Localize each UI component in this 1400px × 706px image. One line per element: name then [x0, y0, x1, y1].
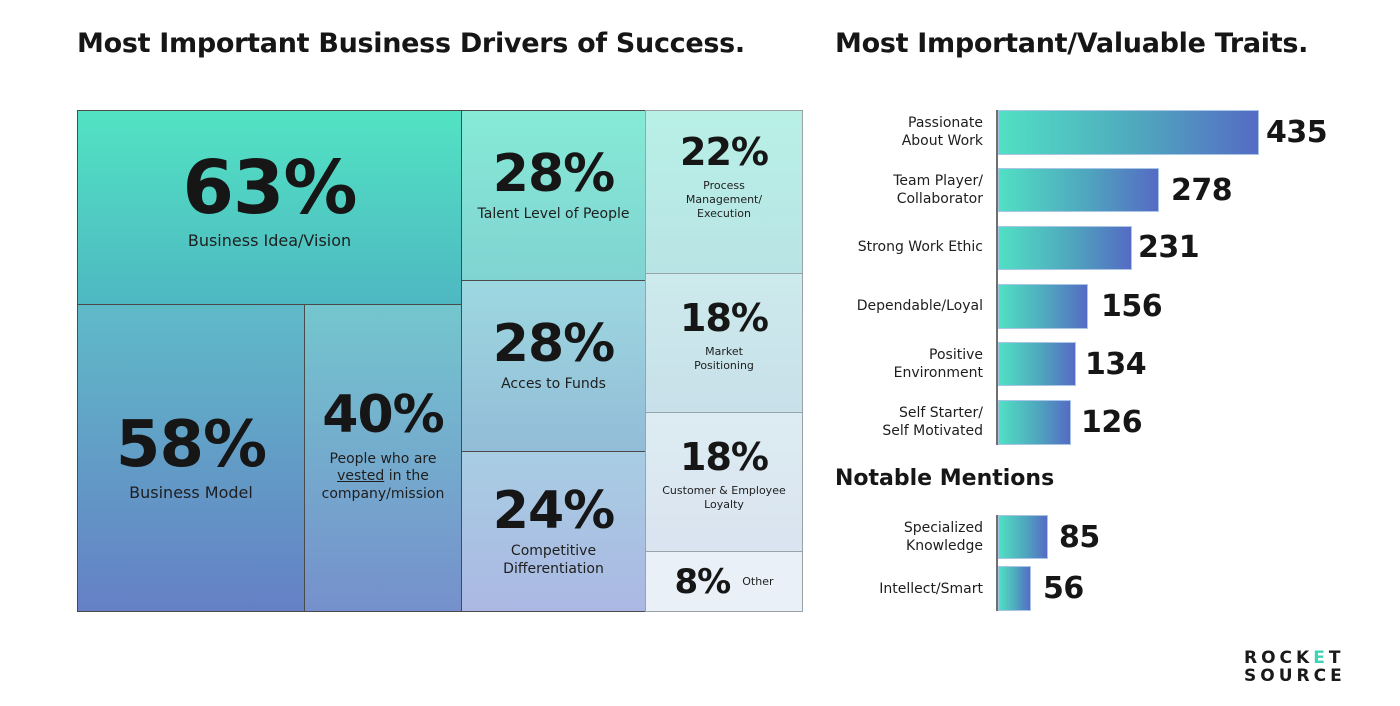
bar-label: Specialized Knowledge	[903, 520, 983, 554]
bar-label: Strong Work Ethic	[857, 239, 983, 255]
bar-value: 56	[1043, 571, 1084, 606]
bar-label: Intellect/Smart	[879, 581, 983, 597]
drivers-treemap: 63% Business Idea/Vision 58% Business Mo…	[77, 110, 803, 612]
bar-value: 435	[1266, 115, 1328, 150]
bar-label: Passionate About Work	[901, 115, 983, 149]
cell-value: 63%	[182, 144, 357, 231]
cell-label: Process Management/ Execution	[685, 179, 763, 220]
bar-value: 85	[1059, 520, 1100, 555]
bar-passionate	[998, 110, 1259, 155]
cell-value: 8%	[674, 561, 732, 602]
cell-label: Talent Level of People	[477, 205, 630, 222]
bar-positive-environment	[998, 342, 1076, 386]
notable-axis	[996, 515, 998, 611]
cell-label: Acces to Funds	[501, 376, 606, 393]
cell-people-vested: 40% People who are vested in the company…	[304, 304, 462, 612]
cell-value: 28%	[492, 143, 615, 204]
cell-business-idea: 63% Business Idea/Vision	[77, 110, 462, 305]
bar-value: 278	[1171, 173, 1233, 208]
bar-label: Team Player/Collaborator	[893, 173, 983, 207]
bar-label: Positive Environment	[893, 347, 983, 381]
cell-talent-level: 28% Talent Level of People	[461, 110, 646, 281]
cell-market-positioning: 18% Market Positioning	[645, 273, 803, 413]
bar-work-ethic	[998, 226, 1132, 270]
cell-value: 22%	[680, 130, 769, 175]
cell-label: Competitive Differentiation	[503, 543, 604, 577]
cell-value: 24%	[492, 481, 615, 541]
cell-business-model: 58% Business Model	[77, 304, 305, 612]
cell-value: 58%	[115, 408, 267, 482]
cell-competitive-differentiation: 24% Competitive Differentiation	[461, 451, 646, 612]
bar-axis	[996, 110, 998, 445]
cell-label: Other	[742, 574, 774, 588]
bar-chart-title: Most Important/Valuable Traits.	[835, 28, 1309, 59]
notable-mentions-title: Notable Mentions	[835, 466, 1055, 491]
bar-self-starter	[998, 400, 1071, 445]
cell-value: 28%	[492, 314, 615, 375]
bar-value: 126	[1081, 405, 1143, 440]
bar-label: Self Starter/Self Motivated	[882, 405, 983, 439]
cell-label: Business Idea/Vision	[187, 230, 352, 250]
bar-dependable	[998, 284, 1088, 329]
bar-label: Dependable/Loyal	[856, 298, 983, 314]
cell-value: 18%	[680, 296, 769, 341]
treemap-title: Most Important Business Drivers of Succe…	[77, 28, 745, 59]
cell-value: 40%	[322, 384, 444, 445]
cell-other: 8% Other	[645, 551, 803, 612]
bar-value: 231	[1138, 230, 1200, 265]
cell-customer-employee-loyalty: 18% Customer & Employee Loyalty	[645, 412, 803, 552]
bar-value: 134	[1085, 347, 1147, 382]
bar-specialized-knowledge	[998, 515, 1048, 559]
rocketsource-logo: ROCKET SOURCE	[1244, 648, 1346, 686]
cell-process-management: 22% Process Management/ Execution	[645, 110, 803, 274]
cell-label: Business Model	[129, 483, 253, 502]
bar-value: 156	[1101, 289, 1163, 324]
bar-intellect	[998, 566, 1031, 611]
cell-label: Customer & Employee Loyalty	[662, 484, 786, 511]
cell-access-to-funds: 28% Acces to Funds	[461, 280, 646, 452]
cell-label: People who are vested in the company/mis…	[321, 450, 445, 502]
cell-label: Market Positioning	[694, 345, 754, 372]
bar-team-player	[998, 168, 1159, 212]
cell-value: 18%	[680, 435, 769, 480]
